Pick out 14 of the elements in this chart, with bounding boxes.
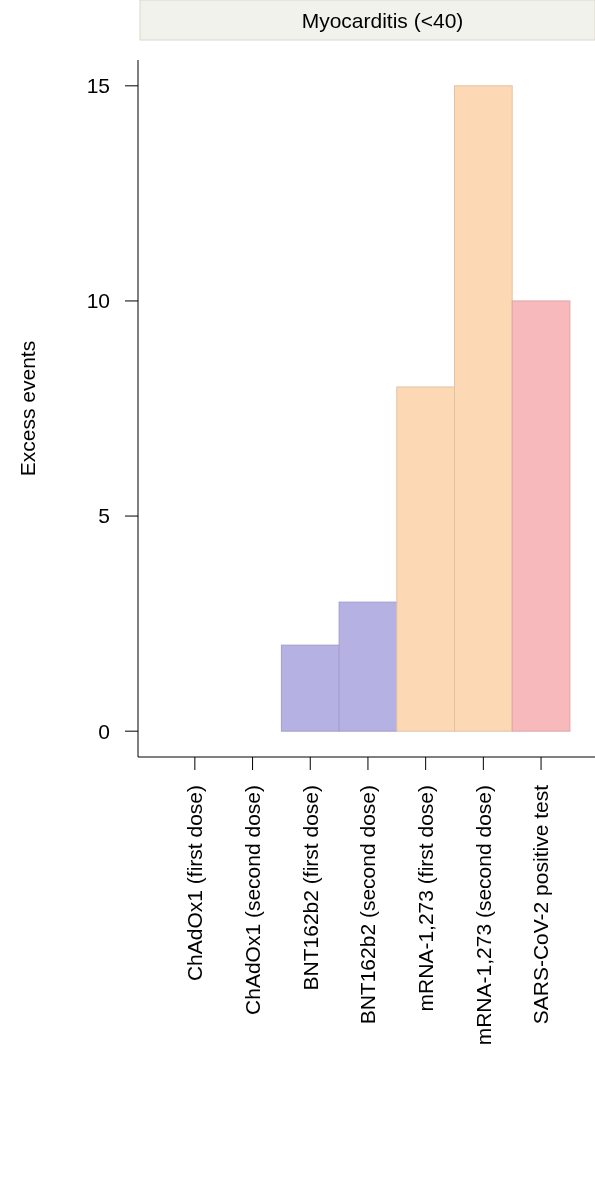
x-tick-label: ChAdOx1 (second dose) [240,785,264,1015]
y-tick-label: 15 [86,74,110,98]
x-tick-label: mRNA-1,273 (first dose) [414,785,437,1012]
x-tick-label: SARS-CoV-2 positive test [529,784,553,1025]
y-axis-title: Excess events [16,340,39,477]
x-tick-label: mRNA-1,273 (second dose) [471,785,495,1046]
y-tick-label: 10 [86,289,110,313]
y-tick-label: 5 [98,504,110,528]
x-tick-label: ChAdOx1 (first dose) [183,785,207,982]
y-tick-label: 0 [98,719,110,743]
bar [511,300,571,732]
x-tick-label: BNT162b2 (second dose) [356,785,380,1025]
chart-title: Myocarditis (<40) [301,9,464,32]
x-tick-label: BNT162b2 (first dose) [298,785,322,991]
